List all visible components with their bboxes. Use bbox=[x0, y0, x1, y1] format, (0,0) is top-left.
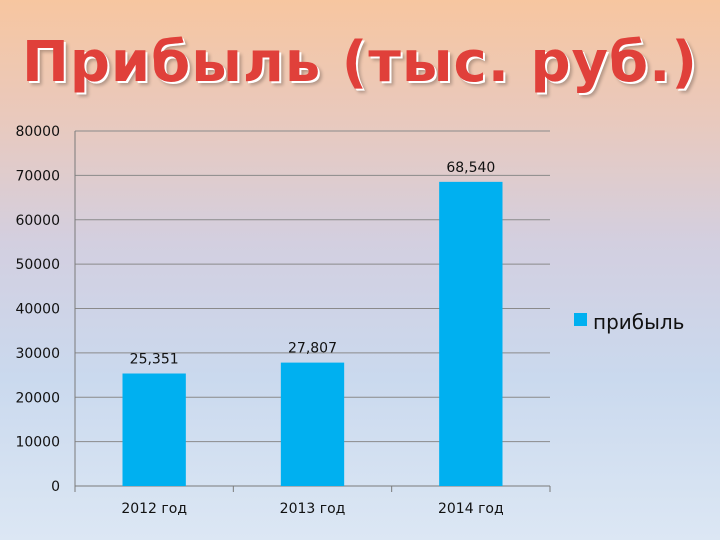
y-tick-label: 40000 bbox=[15, 302, 60, 318]
legend-swatch bbox=[574, 313, 587, 326]
data-label: 25,351 bbox=[130, 352, 179, 368]
legend-label: прибыль bbox=[593, 310, 684, 334]
bar-1 bbox=[122, 373, 186, 486]
y-tick-label: 80000 bbox=[15, 124, 60, 140]
y-tick-label: 50000 bbox=[15, 257, 60, 273]
y-tick-label: 10000 bbox=[15, 435, 60, 451]
y-tick-label: 70000 bbox=[15, 168, 60, 184]
y-tick-label: 20000 bbox=[15, 390, 60, 406]
y-tick-label: 60000 bbox=[15, 213, 60, 229]
y-tick-label: 30000 bbox=[15, 346, 60, 362]
chart-title: Прибыль (тыс. руб.) bbox=[21, 30, 699, 95]
x-tick-label: 2012 год bbox=[121, 501, 187, 517]
bar-2 bbox=[280, 362, 345, 486]
data-label: 27,807 bbox=[288, 341, 337, 357]
x-tick-label: 2013 год bbox=[280, 501, 346, 517]
x-tick-label: 2014 год bbox=[438, 501, 504, 517]
bar-3 bbox=[439, 181, 503, 486]
data-label: 68,540 bbox=[446, 160, 495, 176]
y-tick-label: 0 bbox=[51, 479, 60, 495]
